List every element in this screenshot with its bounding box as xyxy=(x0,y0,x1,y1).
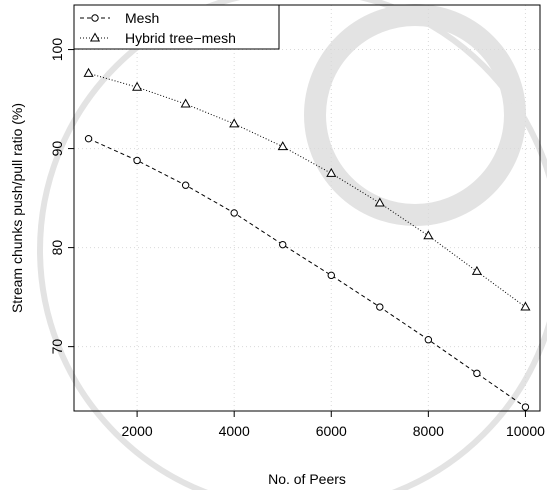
y-tick-label: 70 xyxy=(49,339,65,355)
legend-mesh-marker xyxy=(91,14,99,22)
mesh-point xyxy=(181,181,190,189)
x-tick-label: 2000 xyxy=(122,423,153,439)
hybrid-point xyxy=(520,301,531,311)
mesh-point xyxy=(521,403,530,411)
hybrid-point xyxy=(326,167,337,177)
mesh-point xyxy=(376,303,384,311)
legend: Mesh Hybrid tree−mesh xyxy=(73,4,280,50)
x-tick-label: 8000 xyxy=(413,423,444,439)
legend-box xyxy=(73,4,280,50)
y-tick-label: 90 xyxy=(49,141,65,157)
x-tick-label: 6000 xyxy=(316,423,347,439)
mesh-point xyxy=(84,134,93,143)
y-tick-label: 80 xyxy=(49,240,65,256)
hybrid-point xyxy=(277,141,288,151)
watermark xyxy=(37,0,547,490)
mesh-point xyxy=(133,156,141,165)
y-tick-label: 100 xyxy=(49,38,65,62)
legend-mesh-label: Mesh xyxy=(125,10,159,26)
hybrid-point xyxy=(423,230,434,240)
hybrid-point xyxy=(229,118,240,128)
mesh-point xyxy=(279,240,287,249)
grid xyxy=(74,5,540,411)
hybrid-point xyxy=(471,265,482,275)
watermark-ring xyxy=(37,0,547,490)
legend-hybrid-marker xyxy=(89,32,101,42)
plot-frame xyxy=(73,4,541,412)
x-axis: 2000 4000 6000 8000 10000 xyxy=(122,411,545,439)
series-line-mesh xyxy=(88,138,526,408)
x-tick-label: 4000 xyxy=(219,423,250,439)
mesh-point xyxy=(424,336,433,344)
hybrid-point xyxy=(83,67,94,77)
y-axis-title: Stream chunks push/pull ratio (%) xyxy=(9,103,25,313)
y-axis: 70 80 90 100 xyxy=(49,38,74,355)
legend-hybrid-label: Hybrid tree−mesh xyxy=(125,30,236,46)
mesh-point xyxy=(230,209,238,217)
hybrid-point xyxy=(132,81,143,91)
series xyxy=(83,67,531,411)
series-line-hybrid xyxy=(88,72,526,308)
mesh-point xyxy=(327,271,335,280)
hybrid-point xyxy=(374,197,385,207)
mesh-point xyxy=(473,369,481,378)
x-axis-title: No. of Peers xyxy=(268,471,346,487)
watermark-seal xyxy=(304,4,526,226)
x-tick-label: 10000 xyxy=(506,423,545,439)
hybrid-point xyxy=(180,98,191,108)
